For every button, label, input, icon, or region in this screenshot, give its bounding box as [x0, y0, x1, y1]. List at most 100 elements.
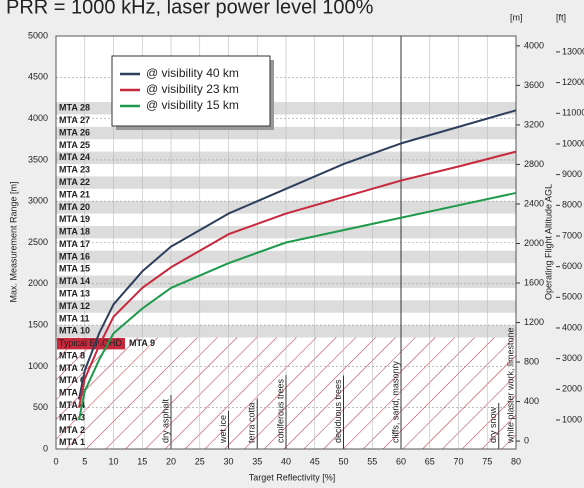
y-tick-label: 5000 [28, 30, 48, 40]
x-tick-label: 20 [166, 456, 176, 466]
mta-label: MTA 21 [59, 189, 90, 199]
y-tick-label: 0 [43, 443, 48, 453]
mta-label: MTA 10 [59, 326, 90, 336]
x-tick-label: 80 [511, 456, 521, 466]
mta-label: MTA 15 [59, 264, 90, 274]
material-label: deciduous trees [333, 379, 343, 443]
y3-tick-label: 1000 [562, 414, 582, 424]
x-tick-label: 60 [396, 456, 406, 466]
y3-tick-label: 13000 [562, 46, 584, 56]
mta-label: MTA 14 [59, 276, 90, 286]
series-line [78, 150, 517, 408]
mta-label: MTA 1 [59, 437, 85, 447]
y-tick-label: 2000 [28, 278, 48, 288]
material-label: wet ice [218, 415, 228, 444]
y2-unit: [m] [510, 12, 523, 22]
mta-label: MTA 2 [59, 425, 85, 435]
mta-label: MTA 26 [59, 127, 90, 137]
y2-tick-label: 4000 [524, 40, 544, 50]
y-tick-label: 3500 [28, 154, 48, 164]
mta-label: MTA 23 [59, 165, 90, 175]
material-label: dry asphalt [160, 398, 170, 443]
legend-label: @ visibility 40 km [146, 66, 239, 80]
material-label: cliffs, sand, masonry [390, 361, 400, 443]
series-line [78, 109, 517, 400]
y3-tick-label: 9000 [562, 169, 582, 179]
x-axis-label: Target Reflectivity [%] [249, 472, 336, 482]
material-label: white plaster work, limestone [505, 327, 515, 444]
mta-label: MTA 5 [59, 388, 85, 398]
mta-label: MTA 7 [59, 363, 85, 373]
x-tick-label: 55 [367, 456, 377, 466]
x-tick-label: 70 [453, 456, 463, 466]
y-tick-label: 500 [33, 402, 48, 412]
y3-tick-label: 3000 [562, 353, 582, 363]
plot-frame [55, 35, 517, 450]
x-tick-label: 15 [137, 456, 147, 466]
mta-label: MTA 11 [59, 313, 90, 323]
mta-label: MTA 16 [59, 251, 90, 261]
y2-tick-label: 3600 [524, 80, 544, 90]
x-tick-label: 45 [310, 456, 320, 466]
y3-tick-label: 10000 [562, 138, 584, 148]
y2-tick-label: 2400 [524, 198, 544, 208]
mta-label: MTA 27 [59, 115, 90, 125]
legend-label: @ visibility 15 km [146, 98, 239, 112]
mta-label: MTA 28 [59, 103, 90, 113]
x-tick-label: 40 [281, 456, 291, 466]
material-label: terra cotta [247, 402, 257, 443]
y3-tick-label: 12000 [562, 77, 584, 87]
x-tick-label: 10 [108, 456, 118, 466]
y2-tick-label: 1600 [524, 277, 544, 287]
mta-label: MTA 22 [59, 177, 90, 187]
enohd-box [57, 337, 125, 350]
mta-label: MTA 24 [59, 152, 90, 162]
x-tick-label: 25 [195, 456, 205, 466]
enohd-label: Typical ENOHD [59, 338, 123, 348]
chart-title: PRR = 1000 kHz, laser power level 100% [6, 0, 374, 18]
x-tick-label: 30 [223, 456, 233, 466]
mta-label: MTA 25 [59, 140, 90, 150]
mta-label: MTA 19 [59, 214, 90, 224]
mta-label: MTA 4 [59, 400, 85, 410]
y3-tick-label: 5000 [562, 292, 582, 302]
y2-tick-label: 3200 [524, 119, 544, 129]
x-tick-label: 65 [425, 456, 435, 466]
x-tick-label: 5 [82, 456, 87, 466]
y3-tick-label: 6000 [562, 261, 582, 271]
x-tick-label: 50 [338, 456, 348, 466]
mta-label: MTA 3 [59, 412, 85, 422]
mta-label: MTA 17 [59, 239, 90, 249]
y-tick-label: 4500 [28, 72, 48, 82]
y-tick-label: 4000 [28, 113, 48, 123]
series-line [78, 191, 517, 421]
y3-tick-label: 7000 [562, 230, 582, 240]
mta-label: MTA 12 [59, 301, 90, 311]
y3-tick-label: 11000 [562, 108, 584, 118]
mta-label: MTA 20 [59, 202, 90, 212]
y3-tick-label: 2000 [562, 384, 582, 394]
y2-axis-label: Operating Flight Altitude AGL [543, 184, 553, 300]
y-axis-label: Max. Measurement Range [m] [8, 181, 18, 302]
mta-label: MTA 18 [59, 227, 90, 237]
y2-tick-label: 400 [524, 396, 539, 406]
legend-label: @ visibility 23 km [146, 82, 239, 96]
y2-tick-label: 800 [524, 356, 539, 366]
y2-tick-label: 1200 [524, 317, 544, 327]
y2-tick-label: 2000 [524, 238, 544, 248]
mta-label: MTA 6 [59, 375, 85, 385]
mta-label: MTA 13 [59, 289, 90, 299]
y2-tick-label: 0 [524, 435, 529, 445]
x-tick-label: 75 [482, 456, 492, 466]
y-tick-label: 3000 [28, 196, 48, 206]
y-tick-label: 1000 [28, 361, 48, 371]
y3-tick-label: 4000 [562, 322, 582, 332]
y-tick-label: 2500 [28, 237, 48, 247]
y3-unit: [ft] [556, 12, 566, 22]
y-tick-label: 1500 [28, 319, 48, 329]
material-label: coniferous trees [275, 378, 285, 443]
x-tick-label: 35 [252, 456, 262, 466]
x-tick-label: 0 [53, 456, 58, 466]
y2-tick-label: 2800 [524, 159, 544, 169]
